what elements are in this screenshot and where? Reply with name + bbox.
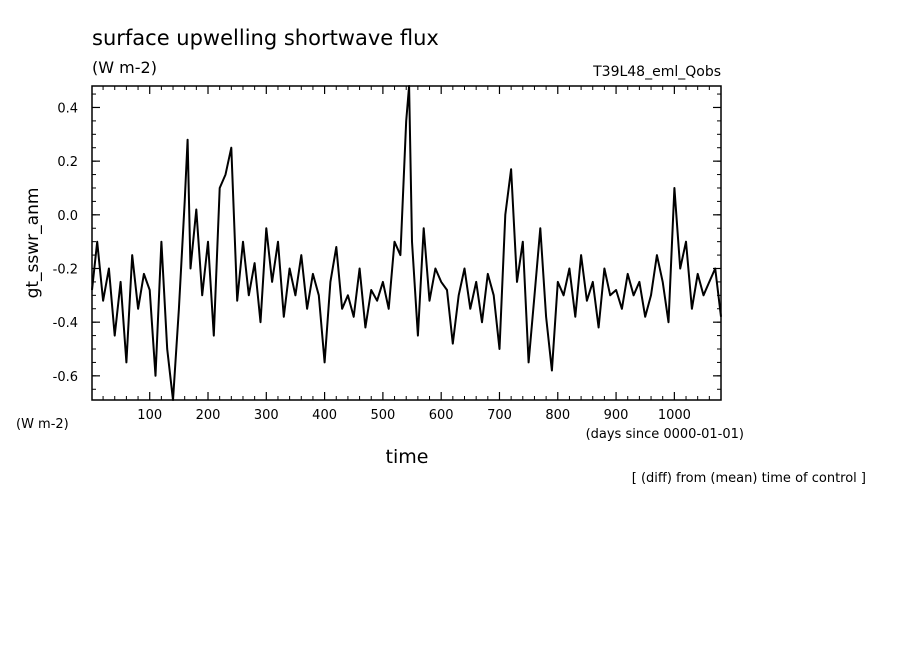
x-tick-label: 900 xyxy=(604,408,629,423)
y-tick-label: -0.2 xyxy=(53,262,78,277)
y-axis-units: (W m-2) xyxy=(16,417,69,432)
x-tick-label: 300 xyxy=(254,408,279,423)
x-tick-label: 800 xyxy=(545,408,570,423)
chart-title: surface upwelling shortwave flux xyxy=(92,26,439,50)
x-tick-label: 700 xyxy=(487,408,512,423)
series-line xyxy=(91,85,722,401)
x-tick-label: 400 xyxy=(312,408,337,423)
series-layer xyxy=(91,85,722,401)
x-tick-label: 1000 xyxy=(658,408,691,423)
footnote: [ (diff) from (mean) time of control ] xyxy=(632,471,866,486)
x-tick-label: 600 xyxy=(429,408,454,423)
y-tick-label: -0.6 xyxy=(53,370,78,385)
x-tick-label: 200 xyxy=(196,408,221,423)
y-tick-label: 0.0 xyxy=(57,209,78,224)
x-axis-units: (days since 0000-01-01) xyxy=(586,427,744,442)
experiment-label: T39L48_eml_Qobs xyxy=(592,64,721,80)
y-tick-label: -0.4 xyxy=(53,316,78,331)
x-tick-label: 500 xyxy=(370,408,395,423)
chart-units: (W m-2) xyxy=(92,58,157,77)
x-tick-label: 100 xyxy=(137,408,162,423)
y-tick-label: 0.2 xyxy=(57,155,78,170)
y-axis-label: gt_sswr_anm xyxy=(23,188,43,299)
y-tick-label: 0.4 xyxy=(57,101,78,116)
x-axis: 100 200 300 400 500 600 700 800 900 1000 xyxy=(102,86,710,423)
y-axis: -0.6 -0.4 -0.2 0.0 0.2 0.4 xyxy=(53,93,721,390)
x-axis-label: time xyxy=(386,446,429,468)
